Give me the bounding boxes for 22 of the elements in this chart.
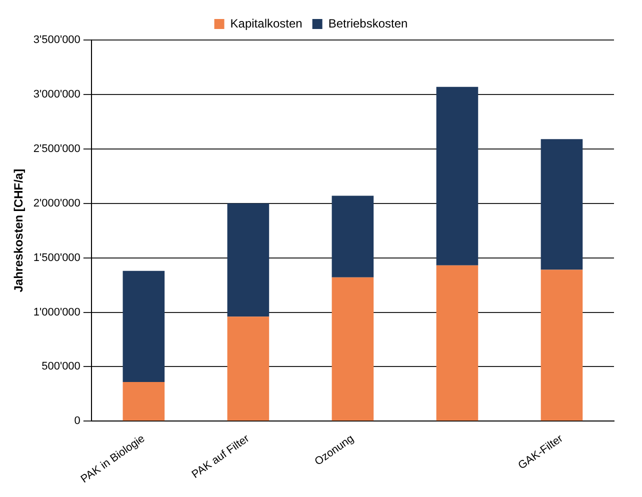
y-tick-label: 2'500'000	[33, 142, 80, 155]
bar	[227, 316, 270, 421]
bar	[540, 270, 583, 421]
y-tick-label: 0	[74, 415, 80, 428]
legend-label: Kapitalkosten	[230, 16, 302, 30]
bar	[227, 203, 270, 317]
bar	[332, 196, 374, 278]
y-tick-label: 500'000	[42, 360, 80, 373]
legend-label: Betriebskosten	[328, 16, 408, 30]
y-tick-label: 3'500'000	[33, 34, 80, 46]
y-tick-label: 2'000'000	[33, 197, 80, 210]
y-tick-label: 3'000'000	[33, 88, 80, 100]
bar	[436, 86, 478, 266]
bar	[436, 265, 478, 421]
bar	[540, 139, 583, 270]
bar	[122, 382, 165, 421]
y-axis-title: Jahreskosten [CHF/a]	[12, 168, 26, 292]
bar	[332, 277, 374, 421]
x-tick-label: PAK auf Filter	[190, 432, 252, 481]
y-tick-label: 1'500'000	[33, 252, 80, 264]
y-tick-label: 1'000'000	[33, 306, 80, 318]
bar	[122, 270, 165, 382]
